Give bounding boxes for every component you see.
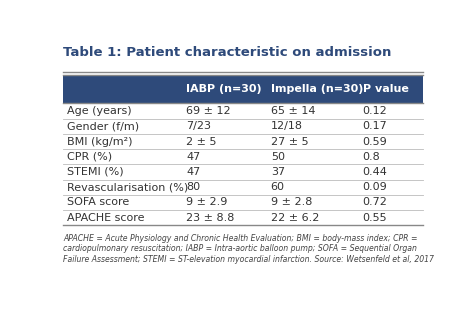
Text: Table 1: Patient characteristic on admission: Table 1: Patient characteristic on admis… (63, 46, 392, 59)
Text: 65 ± 14: 65 ± 14 (271, 106, 315, 116)
Text: SOFA score: SOFA score (67, 197, 129, 207)
Text: 60: 60 (271, 182, 285, 192)
Text: 0.59: 0.59 (363, 137, 387, 147)
Text: 0.17: 0.17 (363, 121, 387, 131)
Text: P value: P value (363, 84, 409, 94)
Text: STEMI (%): STEMI (%) (67, 167, 124, 177)
Text: BMI (kg/m²): BMI (kg/m²) (67, 137, 133, 147)
Text: 22 ± 6.2: 22 ± 6.2 (271, 213, 319, 223)
Text: 0.44: 0.44 (363, 167, 387, 177)
Text: 0.72: 0.72 (363, 197, 387, 207)
Text: 9 ± 2.8: 9 ± 2.8 (271, 197, 312, 207)
Text: Revascularisation (%): Revascularisation (%) (67, 182, 189, 192)
Text: Age (years): Age (years) (67, 106, 132, 116)
Text: 27 ± 5: 27 ± 5 (271, 137, 309, 147)
Text: 0.12: 0.12 (363, 106, 387, 116)
Text: Gender (f/m): Gender (f/m) (67, 121, 139, 131)
Text: 23 ± 8.8: 23 ± 8.8 (186, 213, 235, 223)
Text: APACHE score: APACHE score (67, 213, 145, 223)
Text: 50: 50 (271, 152, 285, 162)
Text: 0.55: 0.55 (363, 213, 387, 223)
Text: CPR (%): CPR (%) (67, 152, 112, 162)
Text: 37: 37 (271, 167, 285, 177)
Text: APACHE = Acute Physiology and Chronic Health Evaluation; BMI = body-mass index; : APACHE = Acute Physiology and Chronic He… (63, 234, 434, 264)
Text: 7/23: 7/23 (186, 121, 211, 131)
Text: Impella (n=30): Impella (n=30) (271, 84, 363, 94)
Text: 0.09: 0.09 (363, 182, 387, 192)
Bar (63, 75, 423, 103)
Text: 12/18: 12/18 (271, 121, 303, 131)
Text: 9 ± 2.9: 9 ± 2.9 (186, 197, 228, 207)
Text: 47: 47 (186, 152, 201, 162)
Text: 80: 80 (186, 182, 200, 192)
Text: IABP (n=30): IABP (n=30) (186, 84, 262, 94)
Text: 69 ± 12: 69 ± 12 (186, 106, 231, 116)
Text: 47: 47 (186, 167, 201, 177)
Text: 0.8: 0.8 (363, 152, 380, 162)
Text: 2 ± 5: 2 ± 5 (186, 137, 217, 147)
